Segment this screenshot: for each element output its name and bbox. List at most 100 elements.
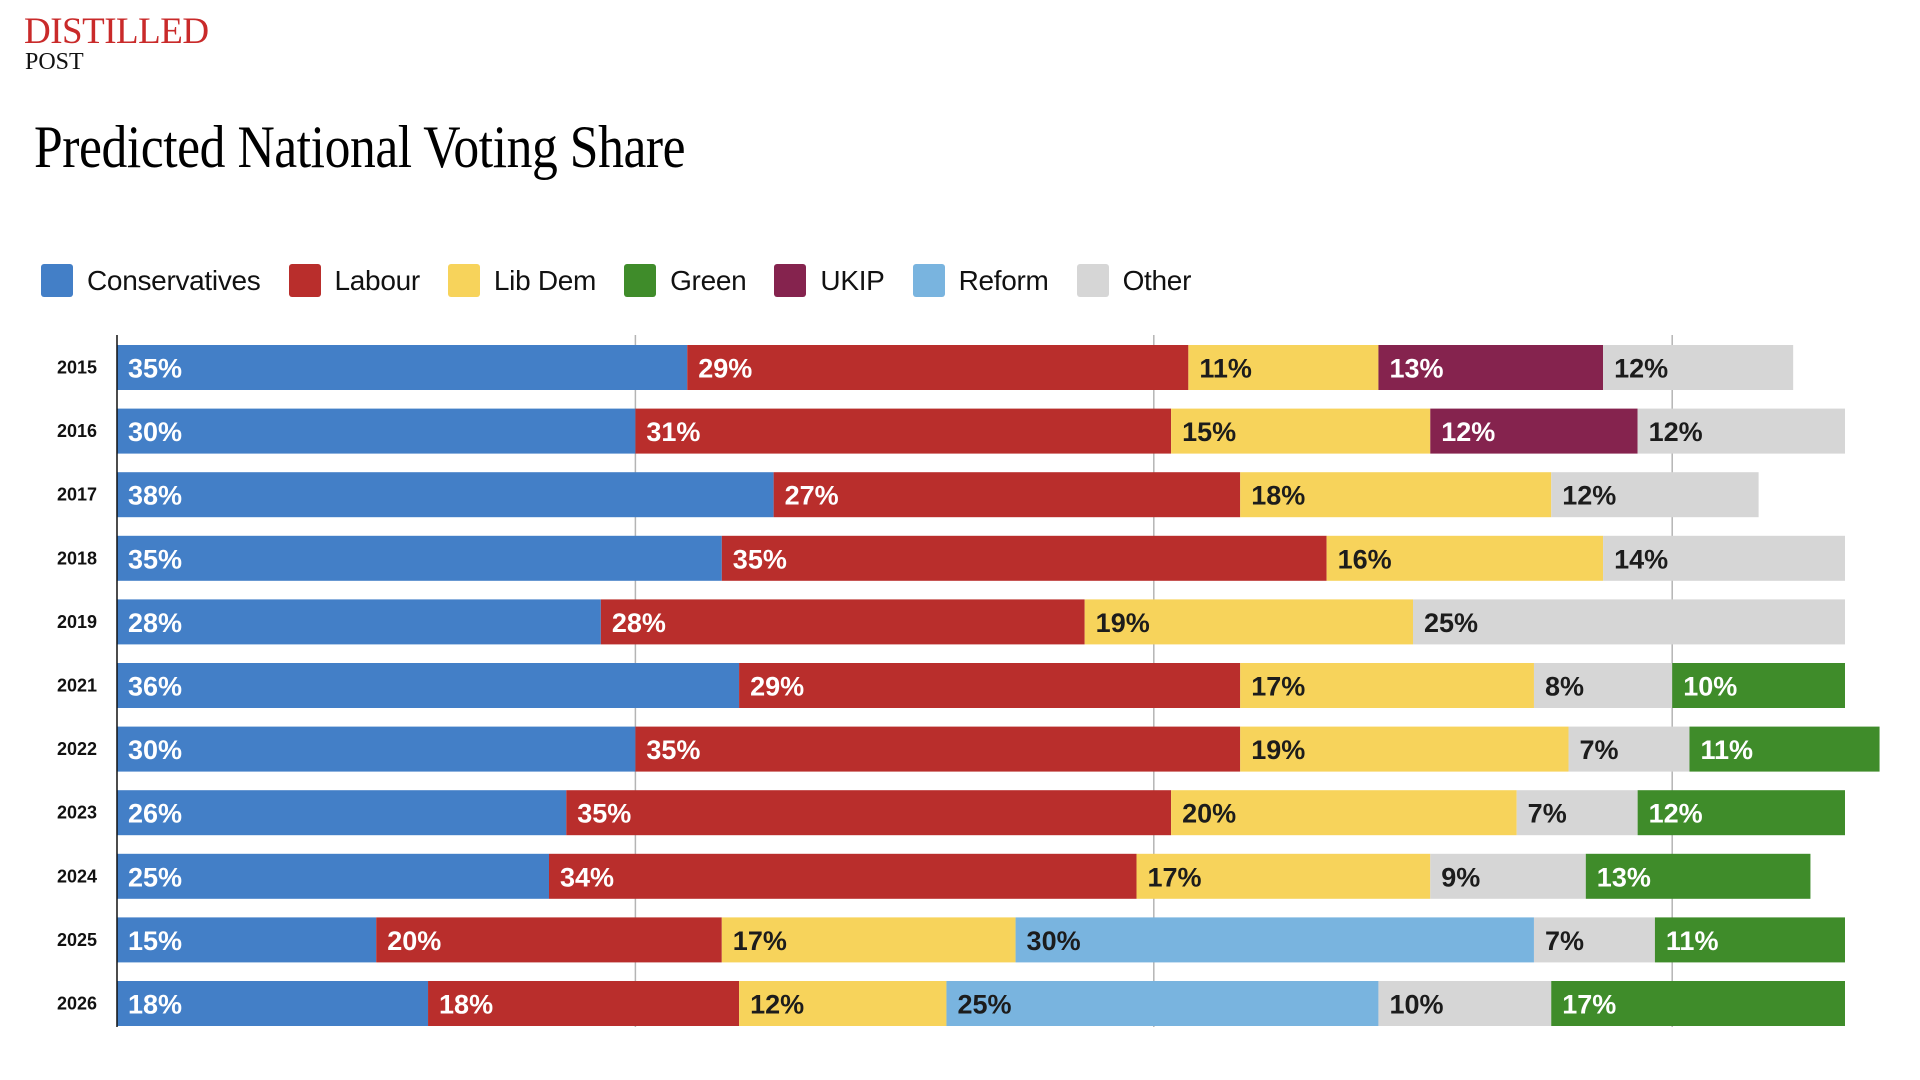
bar-segment-other[interactable]	[1551, 472, 1759, 518]
bar-segment-labour[interactable]	[376, 917, 722, 963]
bar-segment-ukip[interactable]	[1430, 408, 1638, 454]
data-label-other: 7%	[1580, 735, 1619, 765]
bar-segment-labour[interactable]	[566, 790, 1172, 836]
data-label-green: 11%	[1700, 735, 1753, 765]
bar-segment-other[interactable]	[1378, 981, 1552, 1026]
bar-segment-conservatives[interactable]	[117, 853, 549, 899]
data-label-other: 25%	[1424, 608, 1478, 638]
bar-segment-labour[interactable]	[739, 663, 1241, 708]
data-label-other: 12%	[1562, 481, 1616, 511]
bar-segment-other[interactable]	[1568, 726, 1690, 772]
legend-item-lib-dem[interactable]: Lib Dem	[447, 264, 596, 297]
bar-segment-conservatives[interactable]	[117, 345, 688, 390]
legend-label-reform: Reform	[958, 264, 1049, 296]
year-label: 2018	[57, 548, 97, 568]
legend-item-other[interactable]: Other	[1076, 264, 1191, 297]
data-label-labour: 29%	[698, 354, 752, 384]
bar-segment-other[interactable]	[1603, 345, 1794, 390]
bar-segment-conservatives[interactable]	[117, 917, 377, 963]
bar-segment-lib-dem[interactable]	[739, 981, 947, 1026]
bar-segment-lib-dem[interactable]	[1240, 663, 1534, 708]
data-label-conservatives: 25%	[128, 862, 182, 892]
legend-swatch-ukip	[774, 264, 807, 297]
bar-segment-labour[interactable]	[600, 599, 1085, 645]
year-label: 2015	[57, 358, 97, 378]
bar-segment-other[interactable]	[1637, 408, 1845, 454]
data-label-lib-dem: 20%	[1182, 799, 1236, 829]
legend-item-labour[interactable]: Labour	[288, 264, 421, 297]
data-label-other: 10%	[1389, 990, 1443, 1020]
bar-segment-other[interactable]	[1413, 599, 1845, 645]
bar-segment-green[interactable]	[1637, 790, 1845, 836]
data-label-other: 12%	[1649, 417, 1703, 447]
data-label-other: 14%	[1614, 544, 1668, 574]
bar-segment-conservatives[interactable]	[117, 663, 740, 708]
bar-segment-labour[interactable]	[721, 535, 1327, 581]
bar-row-2015: 2015 35% 29% 11% 13% 12%	[57, 345, 1794, 390]
bar-segment-conservatives[interactable]	[117, 408, 636, 454]
data-label-labour: 35%	[646, 735, 700, 765]
data-label-labour: 34%	[560, 862, 614, 892]
bar-segment-ukip[interactable]	[1378, 345, 1604, 390]
bar-segment-lib-dem[interactable]	[1136, 853, 1431, 899]
bar-segment-green[interactable]	[1672, 663, 1845, 708]
bar-segment-other[interactable]	[1430, 853, 1586, 899]
bar-segment-labour[interactable]	[549, 853, 1137, 899]
data-label-green: 11%	[1666, 926, 1719, 956]
year-label: 2019	[57, 612, 97, 632]
bar-segment-conservatives[interactable]	[117, 790, 567, 836]
bar-segment-reform[interactable]	[1015, 917, 1534, 963]
bar-segment-reform[interactable]	[946, 981, 1379, 1026]
data-label-other: 9%	[1441, 862, 1480, 892]
bar-segment-labour[interactable]	[773, 472, 1241, 518]
bar-segment-other[interactable]	[1533, 663, 1673, 708]
bar-segment-lib-dem[interactable]	[1171, 408, 1431, 454]
bar-segment-lib-dem[interactable]	[1326, 535, 1604, 581]
bar-segment-other[interactable]	[1516, 790, 1638, 836]
legend-label-green: Green	[670, 264, 747, 296]
bar-segment-conservatives[interactable]	[117, 599, 601, 645]
bar-segment-green[interactable]	[1654, 917, 1845, 963]
legend-item-reform[interactable]: Reform	[912, 264, 1049, 297]
bar-segment-green[interactable]	[1689, 726, 1880, 772]
bar-segment-labour[interactable]	[687, 345, 1189, 390]
bar-segment-lib-dem[interactable]	[1084, 599, 1413, 645]
legend-swatch-conservatives	[41, 264, 73, 297]
data-label-lib-dem: 19%	[1096, 608, 1150, 638]
data-label-conservatives: 15%	[128, 926, 182, 956]
legend-item-green[interactable]: Green	[624, 264, 747, 297]
bar-row-2025: 2025 15% 20% 17% 30% 7% 11%	[57, 917, 1845, 963]
data-label-other: 7%	[1545, 926, 1584, 956]
bar-segment-labour[interactable]	[635, 408, 1172, 454]
bar-segment-lib-dem[interactable]	[1240, 726, 1569, 772]
legend-item-conservatives[interactable]: Conservatives	[41, 264, 261, 297]
bar-row-2022: 2022 30% 35% 19% 7% 11%	[57, 726, 1880, 772]
bar-segment-conservatives[interactable]	[117, 472, 774, 518]
bar-segment-other[interactable]	[1533, 917, 1655, 963]
brand-logo-sub: POST	[25, 49, 84, 75]
year-label: 2024	[57, 866, 97, 886]
data-label-ukip: 13%	[1389, 354, 1443, 384]
data-label-conservatives: 35%	[128, 544, 182, 574]
bar-segment-lib-dem[interactable]	[1188, 345, 1379, 390]
bar-segment-labour[interactable]	[635, 726, 1241, 772]
bar-segment-lib-dem[interactable]	[1240, 472, 1552, 518]
bar-segment-conservatives[interactable]	[117, 535, 722, 581]
data-label-lib-dem: 19%	[1251, 735, 1305, 765]
bar-segment-labour[interactable]	[428, 981, 740, 1026]
bar-segment-lib-dem[interactable]	[721, 917, 1016, 963]
bar-segment-conservatives[interactable]	[117, 981, 429, 1026]
data-label-labour: 27%	[785, 481, 839, 511]
bar-segment-green[interactable]	[1585, 853, 1811, 899]
data-label-conservatives: 35%	[128, 354, 182, 384]
legend-item-ukip[interactable]: UKIP	[774, 264, 885, 297]
data-label-lib-dem: 17%	[1148, 862, 1202, 892]
data-label-labour: 31%	[646, 417, 700, 447]
legend-label-labour: Labour	[334, 264, 421, 296]
year-label: 2026	[57, 994, 97, 1014]
bar-segment-other[interactable]	[1603, 535, 1845, 581]
bar-segment-green[interactable]	[1551, 981, 1845, 1026]
bar-segment-conservatives[interactable]	[117, 726, 636, 772]
bar-row-2026: 2026 18% 18% 12% 25% 10% 17%	[57, 981, 1845, 1026]
bar-segment-lib-dem[interactable]	[1171, 790, 1517, 836]
